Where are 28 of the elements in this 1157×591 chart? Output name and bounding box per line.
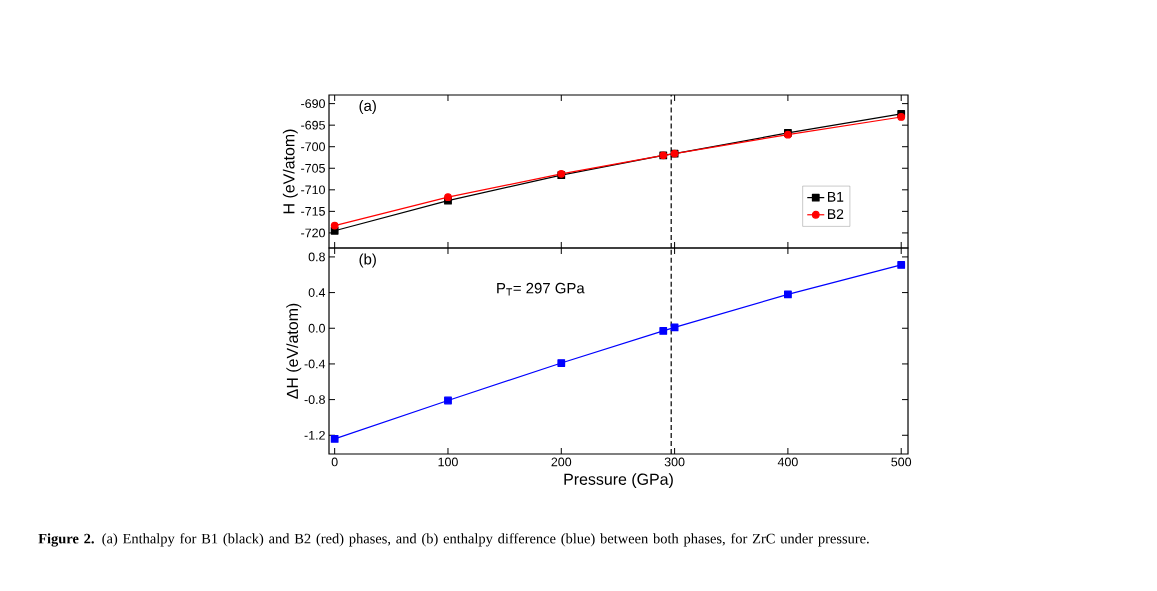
y-tick-label: -0.8 — [304, 395, 325, 405]
y-tick-label: -1.2 — [304, 430, 325, 440]
annotation: (b) — [359, 253, 376, 268]
y-tick-label: -705 — [301, 163, 325, 173]
y-tick-label: -700 — [301, 142, 325, 152]
y-tick-label: -720 — [301, 228, 325, 238]
y-tick-label: 0.0 — [308, 323, 325, 333]
annotation: (a) — [359, 100, 376, 114]
y-tick-label: -710 — [301, 185, 325, 195]
y-tick-label: -695 — [301, 120, 325, 130]
y-axis-title: ΔH (eV/atom) — [286, 303, 302, 399]
text: Figure 2. (a) Enthalpy for B1 (black) and B2 (red) phases, and (b) enthalpy difference (blue) between both phases, for ZrC under pressure. — [38, 533, 869, 547]
x-tick-label: 100 — [438, 457, 458, 467]
x-tick-label: 400 — [777, 457, 798, 467]
x-axis-title: Pressure (GPa) — [564, 473, 673, 489]
y-tick-label: 0.4 — [308, 288, 326, 297]
x-tick-label: 0 — [331, 457, 338, 467]
legend-label: B2 — [827, 209, 844, 219]
y-tick-label: -690 — [301, 99, 325, 109]
x-tick-label: 300 — [664, 457, 685, 467]
legend-label: B1 — [827, 192, 844, 202]
y-tick-label: 0.8 — [308, 252, 325, 262]
y-tick-label: -0.4 — [304, 359, 326, 369]
annotation: P$_{T}$= 297 GPa — [497, 282, 585, 296]
y-tick-label: -715 — [301, 207, 325, 216]
x-tick-label: 200 — [551, 457, 572, 467]
y-axis-title: H (eV/atom) — [282, 129, 298, 214]
x-tick-label: 500 — [891, 457, 912, 467]
